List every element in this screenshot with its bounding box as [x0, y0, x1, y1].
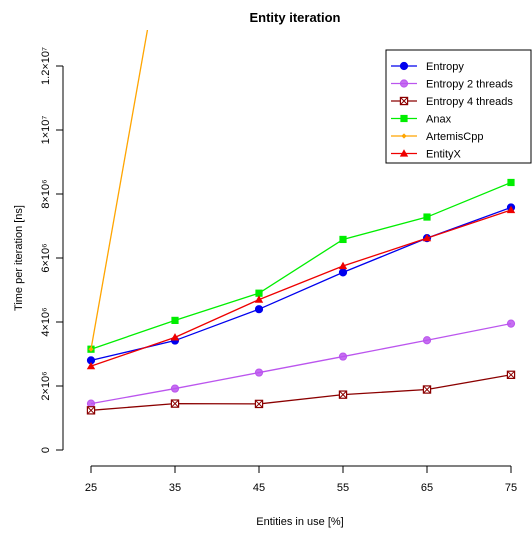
- data-point: [254, 399, 264, 409]
- legend-label: EntityX: [426, 149, 462, 161]
- series-artemiscpp: [88, 30, 149, 352]
- data-point: [86, 361, 96, 370]
- data-point: [506, 319, 516, 328]
- legend-item: Entropy 4 threads: [391, 96, 513, 108]
- data-point: [170, 399, 180, 408]
- data-point: [254, 305, 264, 314]
- data-point: [171, 316, 179, 324]
- legend: Entropy Entropy 2 threads Entropy 4 thread…: [385, 49, 532, 164]
- legend-label: ArtemisCpp: [426, 131, 483, 143]
- legend-label: Anax: [426, 114, 452, 126]
- data-point: [422, 233, 432, 242]
- legend-label: Entropy 2 threads: [426, 79, 513, 91]
- data-point: [170, 384, 180, 393]
- x-tick-label: 55: [337, 482, 349, 494]
- y-tick-label: 2×10⁶: [40, 371, 52, 400]
- data-point: [170, 333, 180, 341]
- series-line: [90, 206, 512, 362]
- x-tick-label: 45: [253, 482, 265, 494]
- data-point: [507, 178, 515, 187]
- y-tick-label: 0: [40, 447, 52, 453]
- legend-label: Entropy 4 threads: [426, 96, 513, 108]
- legend-item: ArtemisCpp: [391, 131, 483, 143]
- data-point: [86, 399, 96, 408]
- y-axis-label: Time per iteration [ns]: [13, 205, 25, 311]
- y-tick-label: 6×10⁶: [40, 243, 52, 272]
- legend-label: Entropy: [426, 61, 464, 73]
- data-point: [88, 346, 94, 352]
- x-tick-label: 25: [85, 482, 97, 494]
- x-tick-label: 65: [421, 482, 433, 494]
- y-tick-label: 1×10⁷: [40, 116, 52, 145]
- legend-marker: [399, 96, 409, 106]
- legend-marker: [399, 79, 409, 88]
- y-tick-label: 4×10⁶: [40, 307, 52, 336]
- series-line: [90, 181, 512, 350]
- data-point: [338, 352, 348, 361]
- series-line: [90, 374, 512, 411]
- series-entropy-4-threads: [86, 370, 516, 415]
- data-point: [422, 336, 432, 345]
- data-point: [422, 385, 432, 394]
- series-entityx: [86, 205, 516, 370]
- series-line: [90, 322, 512, 405]
- data-point: [506, 205, 516, 214]
- data-point: [338, 268, 348, 277]
- y-axis: 0 2×10⁶ 4×10⁶ 6×10⁶ 8×10⁶ 1×10⁷ 1.2×10⁷: [40, 47, 64, 453]
- legend-item: Entropy 2 threads: [391, 79, 513, 91]
- y-tick-label: 1.2×10⁷: [40, 47, 52, 85]
- series-entropy: [86, 203, 516, 365]
- legend-marker: [400, 114, 408, 123]
- data-point: [423, 213, 431, 221]
- x-axis: 25 35 45 55 65 75: [85, 465, 517, 494]
- legend-item: EntityX: [391, 149, 462, 161]
- data-point: [506, 370, 516, 380]
- x-tick-label: 35: [169, 482, 181, 494]
- data-point: [254, 295, 264, 303]
- x-axis-label: Entities in use [%]: [256, 516, 343, 528]
- plot-area: [86, 30, 516, 415]
- legend-marker: [399, 61, 409, 71]
- legend-box: [385, 49, 532, 164]
- data-point: [338, 261, 348, 270]
- series-line: [90, 209, 512, 367]
- data-point: [339, 235, 347, 244]
- legend-marker: [399, 149, 409, 157]
- data-point: [254, 368, 264, 377]
- chart-title: Entity iteration: [249, 10, 340, 25]
- data-point: [255, 289, 263, 297]
- y-tick-label: 8×10⁶: [40, 179, 52, 208]
- series-line: [90, 30, 149, 350]
- legend-marker: [401, 133, 407, 139]
- legend-item: Anax: [391, 114, 452, 126]
- data-point: [86, 406, 96, 415]
- series-entropy-2-threads: [86, 319, 516, 408]
- data-point: [338, 390, 348, 399]
- x-tick-label: 75: [505, 482, 517, 494]
- legend-item: Entropy: [391, 61, 464, 73]
- series-anax: [87, 178, 515, 353]
